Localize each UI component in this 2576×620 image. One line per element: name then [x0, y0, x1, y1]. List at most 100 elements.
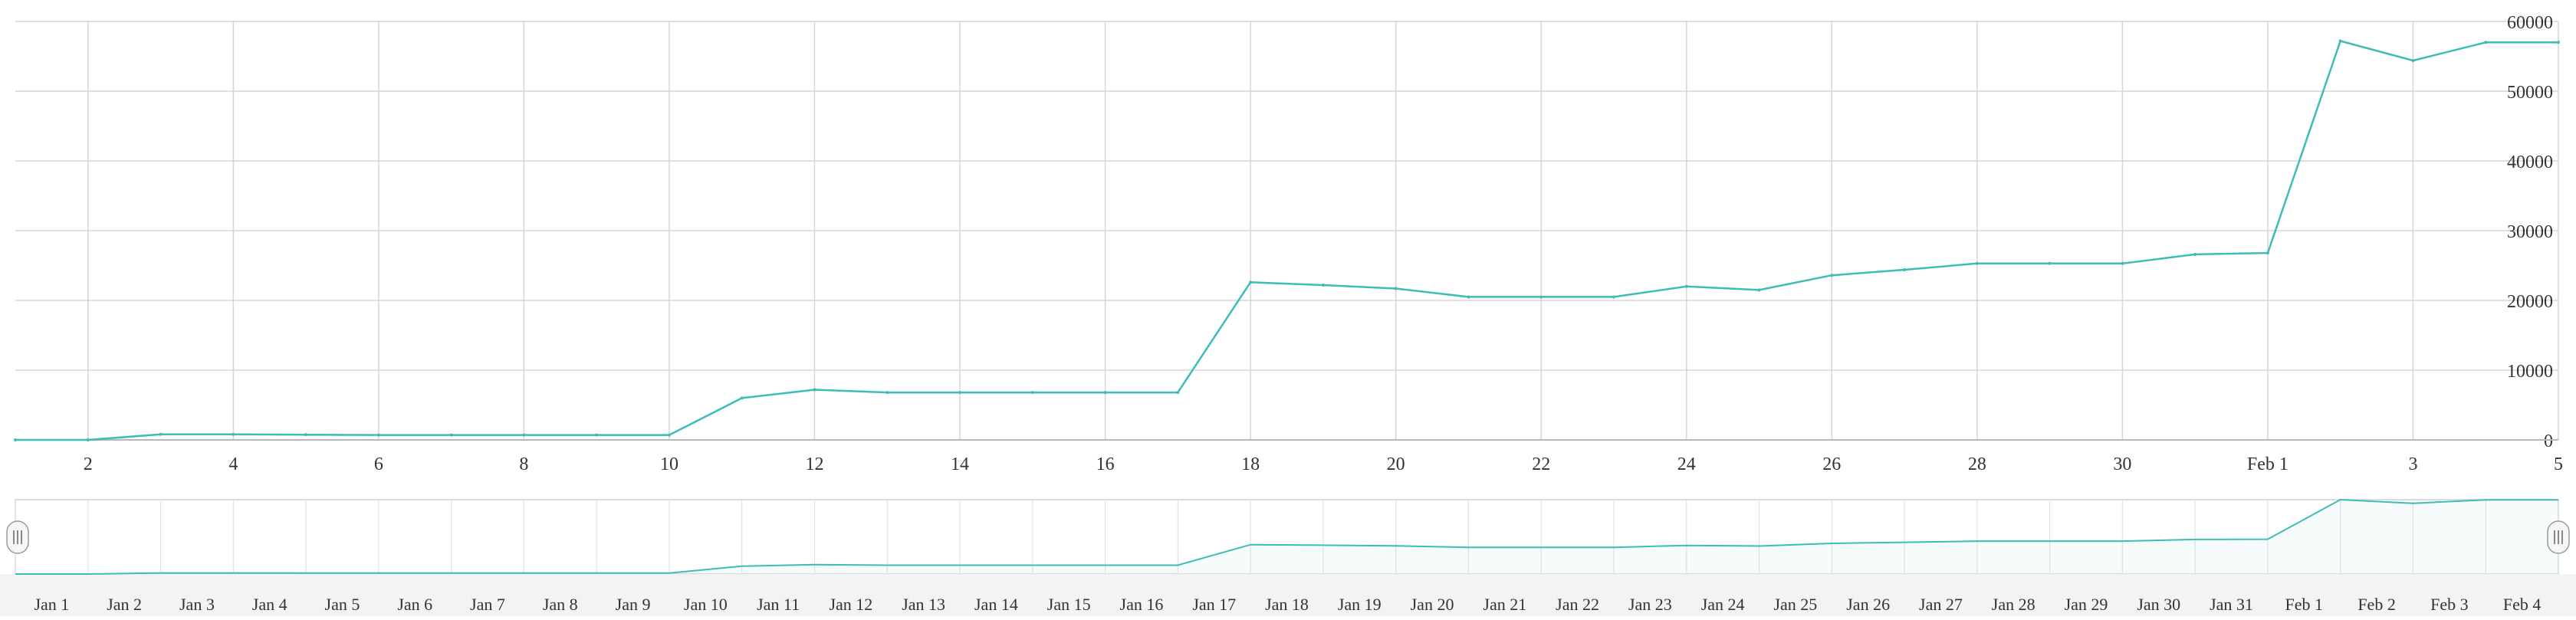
y-tick-label: 20000: [2507, 292, 2553, 312]
navigator-tick-label: Jan 31: [2210, 595, 2253, 614]
data-point: [2557, 41, 2560, 44]
data-point: [1249, 280, 1253, 284]
navigator-tick-label: Jan 19: [1338, 595, 1382, 614]
y-tick-label: 10000: [2507, 362, 2553, 382]
navigator-tick-label: Jan 17: [1192, 595, 1236, 614]
data-point: [449, 433, 453, 437]
data-point: [667, 433, 671, 437]
x-tick-label: 24: [1677, 454, 1696, 474]
navigator-tick-label: Jan 2: [107, 595, 142, 614]
data-point: [2121, 261, 2124, 265]
navigator-tick-label: Jan 24: [1701, 595, 1745, 614]
navigator-tick-label: Jan 23: [1628, 595, 1672, 614]
data-point: [376, 433, 380, 437]
data-point: [886, 391, 889, 395]
navigator-tick-label: Jan 1: [34, 595, 69, 614]
navigator-tick-label: Jan 22: [1556, 595, 1599, 614]
navigator-tick-label: Jan 4: [252, 595, 288, 614]
y-tick-label: 60000: [2507, 13, 2553, 33]
navigator-tick-label: Feb 4: [2503, 595, 2542, 614]
x-tick-label: 14: [951, 454, 969, 474]
navigator-tick-label: Jan 11: [757, 595, 800, 614]
data-point: [1030, 391, 1034, 395]
data-point: [1612, 295, 1615, 299]
x-tick-label: 12: [805, 454, 823, 474]
x-tick-label: 2: [84, 454, 93, 474]
data-point: [813, 388, 816, 392]
data-point: [1903, 267, 1907, 271]
navigator-tick-label: Jan 28: [1992, 595, 2036, 614]
data-point: [522, 433, 526, 437]
x-tick-label: 20: [1387, 454, 1405, 474]
navigator-tick-label: Feb 2: [2358, 595, 2396, 614]
data-point: [958, 391, 962, 395]
y-tick-label: 0: [2544, 431, 2553, 451]
navigator-series-line: [15, 498, 2558, 575]
data-point: [2048, 261, 2052, 265]
data-point: [1830, 274, 1834, 277]
navigator-tick-label: Jan 15: [1047, 595, 1091, 614]
data-point: [304, 433, 308, 437]
x-tick-label: 3: [2408, 454, 2417, 474]
data-point: [232, 432, 235, 436]
navigator-tick-label: Jan 8: [543, 595, 578, 614]
range-handle-right[interactable]: [2547, 520, 2570, 554]
navigator-tick-label: Jan 18: [1265, 595, 1309, 614]
navigator-tick-label: Jan 12: [829, 595, 872, 614]
range-handle-left[interactable]: [6, 520, 29, 554]
data-point: [1176, 391, 1180, 395]
y-tick-label: 50000: [2507, 83, 2553, 103]
navigator-tick-label: Jan 30: [2137, 595, 2180, 614]
y-tick-label: 40000: [2507, 153, 2553, 172]
x-tick-label: 4: [228, 454, 238, 474]
navigator-tick-label: Jan 25: [1773, 595, 1817, 614]
navigator-tick-label: Jan 3: [179, 595, 215, 614]
data-point: [1975, 261, 1979, 265]
navigator-tick-label: Feb 1: [2285, 595, 2324, 614]
x-tick-label: 5: [2554, 454, 2563, 474]
navigator-tick-label: Jan 5: [325, 595, 360, 614]
data-point: [2484, 41, 2488, 44]
navigator-tick-label: Jan 26: [1846, 595, 1890, 614]
navigator-label-band: [0, 574, 2576, 616]
data-point: [14, 438, 17, 441]
data-point: [2266, 251, 2269, 255]
navigator-tick-label: Jan 14: [974, 595, 1018, 614]
data-point: [595, 433, 599, 437]
navigator-tick-label: Jan 20: [1411, 595, 1454, 614]
x-tick-label: 8: [519, 454, 528, 474]
x-tick-label: 26: [1822, 454, 1841, 474]
data-point: [1757, 288, 1761, 292]
navigator-tick-label: Jan 29: [2065, 595, 2108, 614]
navigator-tick-label: Jan 21: [1483, 595, 1526, 614]
x-tick-label: 6: [374, 454, 383, 474]
data-point: [2411, 58, 2415, 62]
navigator-tick-label: Jan 9: [616, 595, 651, 614]
data-point: [1684, 284, 1688, 288]
data-point: [1394, 287, 1398, 290]
data-point: [1467, 295, 1470, 299]
navigator-tick-label: Jan 27: [1919, 595, 1963, 614]
y-tick-label: 30000: [2507, 222, 2553, 242]
data-point: [2193, 252, 2197, 256]
series-line: [15, 40, 2558, 441]
navigator-tick-label: Jan 10: [684, 595, 728, 614]
navigator-tick-label: Jan 16: [1120, 595, 1164, 614]
data-point: [1539, 295, 1543, 299]
data-point: [1321, 283, 1325, 287]
navigator-tick-label: Jan 7: [470, 595, 505, 614]
x-tick-label: 30: [2113, 454, 2131, 474]
x-tick-label: 28: [1968, 454, 1986, 474]
data-point: [1103, 391, 1107, 395]
x-tick-label: 22: [1532, 454, 1550, 474]
range-navigator[interactable]: Jan 1 Jan 2 Jan 3 Jan 4 Jan 5 Jan 6 Jan 7 Jan 8…: [0, 498, 2576, 616]
navigator-tick-label: Jan 6: [397, 595, 432, 614]
data-point: [159, 432, 163, 436]
x-tick-label: 16: [1096, 454, 1115, 474]
x-tick-label: 18: [1241, 454, 1260, 474]
x-tick-label: 10: [660, 454, 678, 474]
navigator-tick-label: Jan 13: [902, 595, 945, 614]
x-tick-label: Feb 1: [2247, 454, 2288, 474]
